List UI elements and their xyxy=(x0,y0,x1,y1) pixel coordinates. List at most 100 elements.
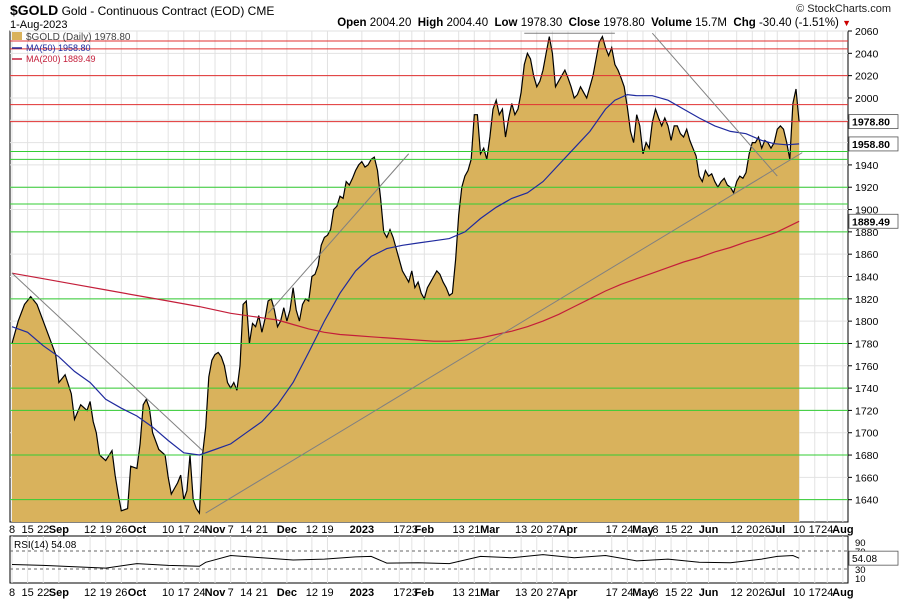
low-label: Low xyxy=(494,17,518,29)
y-tick-label: 2020 xyxy=(855,71,879,83)
x-tick-label: 22 xyxy=(681,524,693,536)
chg-label: Chg xyxy=(733,17,756,29)
x-tick-label: Apr xyxy=(559,524,579,536)
x-tick-label: 7 xyxy=(228,524,234,536)
high-value: 2004.40 xyxy=(446,17,489,29)
x-tick-label: Aug xyxy=(832,524,853,536)
y-tick-label: 2040 xyxy=(855,48,879,60)
rsi-x-tick-label: May xyxy=(632,587,654,599)
close-value: 1978.80 xyxy=(603,17,645,29)
x-tick-label: Feb xyxy=(415,524,435,536)
support-resistance-lines xyxy=(10,40,848,501)
rsi-x-tick-label: 10 xyxy=(162,587,174,599)
x-tick-label: 10 xyxy=(162,524,174,536)
rsi-x-tick-label: Apr xyxy=(559,587,579,599)
x-axis: 8815152222SepSep121219192626OctOct101017… xyxy=(9,524,854,599)
x-tick-label: Mar xyxy=(480,524,500,536)
close-value-badge: 1978.80 xyxy=(852,117,890,129)
x-tick-label: 17 xyxy=(393,524,405,536)
rsi-x-tick-label: 19 xyxy=(100,587,112,599)
rsi-x-tick-label: 24 xyxy=(193,587,205,599)
legend-ma50: MA(50) 1958.80 xyxy=(26,43,91,53)
rsi-label: RSI(14) 54.08 xyxy=(14,540,77,551)
rsi-x-tick-label: Feb xyxy=(415,587,435,599)
rsi-panel-frame xyxy=(9,535,849,584)
close-value-badge-bg xyxy=(848,114,899,130)
ma50-value-badge: 1958.80 xyxy=(852,139,890,151)
rsi-x-tick-label: Mar xyxy=(480,587,500,599)
y-tick-label: 2060 xyxy=(855,26,879,38)
rsi-x-tick-label: 27 xyxy=(546,587,558,599)
rsi-value-badge: 54.08 xyxy=(852,554,877,565)
x-tick-label: 19 xyxy=(321,524,333,536)
x-tick-label: 15 xyxy=(665,524,677,536)
y-tick-label: 2000 xyxy=(855,93,879,105)
symbol-description: Gold - Continuous Contract (EOD) xyxy=(61,4,245,18)
ma200-value-badge: 1889.49 xyxy=(852,216,890,228)
rsi-x-tick-label: 24 xyxy=(821,587,833,599)
x-tick-label: 17 xyxy=(178,524,190,536)
y-tick-label: 1640 xyxy=(855,495,879,507)
exchange: CME xyxy=(247,4,275,18)
value-badges: 1978.80 1958.80 1889.49 54.08 xyxy=(848,114,899,566)
rsi-panel: 90703010 xyxy=(10,538,866,585)
x-tick-label: 14 xyxy=(240,524,252,536)
y-tick-label: 1860 xyxy=(855,249,879,261)
rsi-x-tick-label: Nov xyxy=(205,587,227,599)
x-tick-label: 17 xyxy=(606,524,618,536)
ma200-value-badge-bg xyxy=(848,213,899,229)
chg-value: -30.40 (-1.51%) xyxy=(758,17,839,29)
y-tick-label: 1720 xyxy=(855,405,879,417)
rsi-x-tick-label: 2023 xyxy=(350,587,374,599)
x-tick-label: 2023 xyxy=(350,524,374,536)
open-value: 2004.20 xyxy=(369,17,412,29)
rsi-x-tick-label: 24 xyxy=(621,587,633,599)
volume-label: Volume xyxy=(651,17,692,29)
rsi-x-tick-label: 20 xyxy=(746,587,758,599)
rsi-x-tick-label: 15 xyxy=(665,587,677,599)
rsi-x-tick-label: 17 xyxy=(606,587,618,599)
rsi-x-tick-label: 17 xyxy=(393,587,405,599)
rsi-x-tick-label: 10 xyxy=(793,587,805,599)
y-tick-label: 1940 xyxy=(855,160,879,172)
y-tick-label: 1660 xyxy=(855,472,879,484)
y-tick-label: 1840 xyxy=(855,272,879,284)
price-line xyxy=(11,35,800,515)
rsi-tick-label: 90 xyxy=(855,538,866,549)
x-tick-label: 21 xyxy=(256,524,268,536)
legend-ma200: MA(200) 1889.49 xyxy=(26,54,96,64)
rsi-x-tick-label: Oct xyxy=(128,587,147,599)
moving-averages xyxy=(11,93,800,456)
rsi-x-tick-label: 7 xyxy=(228,587,234,599)
chart-date: 1-Aug-2023 xyxy=(10,19,68,31)
y-tick-label: 1680 xyxy=(855,450,879,462)
x-tick-label: 21 xyxy=(468,524,480,536)
rsi-x-tick-label: 22 xyxy=(37,587,49,599)
x-tick-label: 24 xyxy=(193,524,205,536)
x-tick-label: 8 xyxy=(652,524,658,536)
rsi-x-tick-label: Sep xyxy=(49,587,69,599)
legend-price-swatch xyxy=(12,32,22,40)
rsi-x-tick-label: Dec xyxy=(277,587,297,599)
brand-watermark[interactable]: © StockCharts.com xyxy=(796,3,891,15)
x-tick-label: Nov xyxy=(205,524,227,536)
x-tick-label: May xyxy=(632,524,654,536)
x-tick-label: 24 xyxy=(821,524,833,536)
x-tick-label: 17 xyxy=(809,524,821,536)
y-tick-label: 1920 xyxy=(855,182,879,194)
rsi-line xyxy=(11,554,800,569)
x-tick-label: 24 xyxy=(621,524,633,536)
rsi-x-tick-label: 17 xyxy=(809,587,821,599)
quote-summary: Open 2004.20 High 2004.40 Low 1978.30 Cl… xyxy=(337,17,851,29)
price-area-fill xyxy=(12,36,800,522)
rsi-x-tick-label: 20 xyxy=(531,587,543,599)
x-tick-label: Dec xyxy=(277,524,297,536)
x-tick-label: 26 xyxy=(115,524,127,536)
rsi-x-tick-label: 19 xyxy=(321,587,333,599)
x-tick-label: Jul xyxy=(769,524,785,536)
ma50-value-badge-bg xyxy=(848,136,899,152)
x-tick-label: Oct xyxy=(128,524,147,536)
x-tick-label: 13 xyxy=(515,524,527,536)
x-tick-label: 13 xyxy=(453,524,465,536)
